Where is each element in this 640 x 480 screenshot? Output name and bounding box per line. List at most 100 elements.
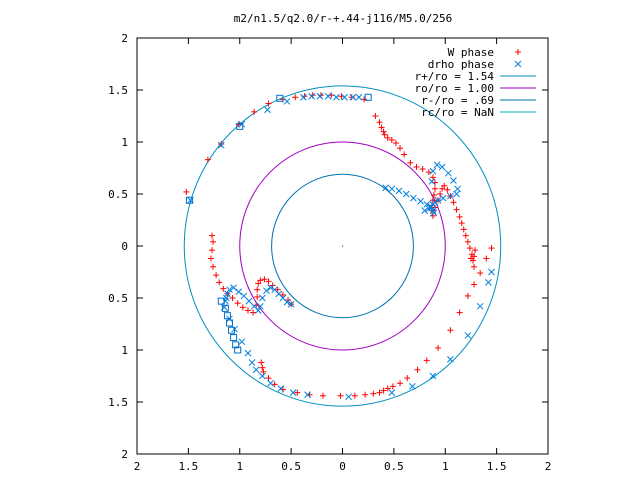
- y-tick-label-5: 0.5: [108, 292, 128, 305]
- legend-label-1: drho phase: [428, 58, 494, 71]
- point-s0-22: [392, 140, 399, 147]
- point-s0-112: [488, 245, 495, 252]
- point-s0-100: [389, 383, 396, 390]
- point-s0-15: [372, 113, 379, 119]
- point-s1-42: [226, 286, 233, 294]
- point-s0-56: [471, 253, 478, 260]
- point-s0-88: [271, 381, 278, 388]
- x-tick-label-3: 0.5: [281, 460, 301, 473]
- point-s1-29: [454, 185, 461, 193]
- point-s0-90: [294, 389, 301, 396]
- point-s0-107: [456, 309, 463, 316]
- legend-label-4: r-/ro = .69: [421, 94, 494, 107]
- point-s1-22: [430, 209, 438, 217]
- point-s0-74: [254, 286, 261, 293]
- point-s1-76: [476, 302, 484, 310]
- point-s0-68: [234, 300, 241, 307]
- point-s1-50: [259, 294, 266, 302]
- point-s1-61: [238, 338, 246, 346]
- point-s1-63: [248, 359, 256, 366]
- point-s0-55: [472, 247, 479, 254]
- chart-title: m2/n1.5/q2.0/r-+.44-j116/M5.0/256: [234, 12, 453, 25]
- point-s0-32: [430, 192, 437, 199]
- point-s1-71: [388, 389, 396, 396]
- square-point-6: [223, 312, 231, 320]
- point-s0-97: [376, 389, 383, 396]
- point-s1-52: [267, 284, 274, 291]
- point-s1-70: [345, 393, 353, 401]
- point-s0-76: [257, 277, 264, 284]
- x-tick-label-7: 1.5: [487, 460, 507, 473]
- point-s0-109: [471, 281, 478, 288]
- point-s0-54: [471, 263, 478, 270]
- x-tick-label-1: 1.5: [178, 460, 198, 473]
- point-s0-59: [210, 238, 217, 245]
- point-s0-39: [437, 191, 444, 197]
- point-s1-73: [429, 372, 437, 380]
- point-s0-49: [462, 232, 469, 239]
- point-s0-20: [384, 134, 391, 141]
- point-s1-32: [439, 194, 447, 202]
- point-s0-40: [439, 185, 446, 192]
- point-s0-63: [213, 272, 220, 279]
- point-s1-7: [316, 92, 324, 100]
- legend-marker-1: [514, 60, 522, 68]
- legend-label-0: W phase: [448, 46, 494, 59]
- point-s1-14: [388, 185, 396, 193]
- y-tick-label-6: 1: [121, 344, 128, 357]
- point-s1-2: [238, 120, 246, 128]
- square-point-11: [234, 346, 242, 354]
- point-s0-2: [218, 141, 225, 148]
- point-s1-13: [382, 184, 390, 192]
- point-s0-50: [464, 238, 471, 245]
- point-s0-57: [467, 255, 474, 262]
- square-point-4: [217, 297, 225, 305]
- point-s0-72: [253, 302, 260, 309]
- point-s1-45: [240, 292, 248, 300]
- point-s0-23: [397, 145, 404, 152]
- point-s0-105: [435, 344, 442, 351]
- point-s1-67: [277, 385, 285, 392]
- origin-dot: [341, 245, 344, 247]
- point-s0-18: [380, 128, 387, 135]
- point-s0-26: [413, 163, 420, 170]
- point-s0-67: [229, 295, 236, 301]
- point-s0-16: [376, 119, 383, 126]
- point-s0-60: [209, 247, 216, 254]
- point-s1-51: [263, 287, 270, 295]
- legend-label-5: rc/ro = NaN: [421, 106, 494, 119]
- data-marks: [183, 92, 495, 401]
- point-s0-64: [216, 279, 223, 286]
- point-s0-19: [381, 131, 388, 138]
- point-s0-106: [447, 327, 454, 334]
- point-s0-58: [209, 232, 216, 239]
- circle-0: [183, 85, 502, 407]
- point-s1-64: [252, 366, 260, 374]
- point-s1-1: [217, 141, 225, 149]
- point-s1-16: [402, 190, 410, 198]
- point-s0-29: [429, 174, 436, 181]
- point-s0-21: [388, 136, 395, 143]
- point-s0-98: [380, 387, 387, 394]
- point-s1-12: [355, 93, 363, 101]
- point-s1-5: [300, 93, 307, 101]
- point-s1-65: [259, 372, 266, 380]
- point-s1-46: [245, 297, 253, 305]
- square-point-9: [230, 334, 238, 342]
- point-s1-27: [444, 169, 452, 177]
- point-s0-92: [319, 392, 326, 399]
- point-s0-41: [441, 182, 448, 189]
- point-s0-1: [204, 156, 211, 163]
- point-s0-51: [466, 245, 473, 252]
- point-s0-17: [378, 124, 385, 131]
- point-s1-20: [427, 204, 435, 211]
- point-s1-75: [464, 332, 472, 339]
- point-s0-81: [279, 291, 286, 298]
- point-s1-31: [447, 192, 454, 200]
- square-point-2: [276, 94, 284, 102]
- x-tick-label-5: 0.5: [384, 460, 404, 473]
- square-point-8: [228, 326, 236, 334]
- point-s0-70: [244, 307, 251, 314]
- point-s0-44: [450, 199, 457, 206]
